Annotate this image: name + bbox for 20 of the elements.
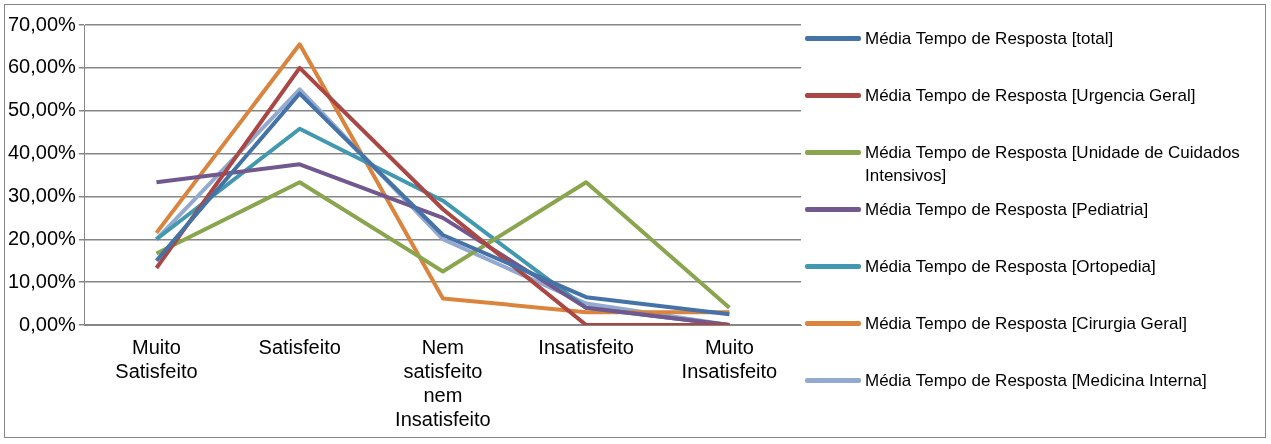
legend-label: Média Tempo de Resposta [Unidade de Cuidados Intensivos] (865, 142, 1241, 187)
x-tick-label: Satisfeito (258, 335, 341, 358)
y-tick-label: 20,00% (7, 226, 77, 249)
y-tick-label: 30,00% (7, 183, 77, 206)
legend-label: Média Tempo de Resposta [total] (865, 28, 1114, 50)
y-tick-label: 0,00% (19, 312, 77, 335)
x-tick-label: Muito Satisfeito (115, 335, 198, 382)
x-tick-label: Insatisfeito (538, 335, 634, 358)
legend-label: Média Tempo de Resposta [Medicina Interna] (865, 370, 1207, 392)
x-tick-label: Muito Insatisfeito (681, 335, 778, 382)
y-tick-label: 70,00% (7, 12, 77, 35)
x-tick-label: Nem satisfeito nem Insatisfeito (395, 335, 491, 430)
y-tick-label: 40,00% (7, 141, 77, 164)
y-tick-label: 50,00% (7, 98, 77, 121)
legend-label: Média Tempo de Resposta [Cirurgia Geral] (865, 313, 1187, 335)
legend-label: Média Tempo de Resposta [Pediatria] (865, 199, 1149, 221)
legend-label: Média Tempo de Resposta [Urgencia Geral] (865, 85, 1196, 107)
y-tick-label: 60,00% (7, 55, 77, 78)
y-tick-label: 10,00% (7, 269, 77, 292)
legend-label: Média Tempo de Resposta [Ortopedia] (865, 256, 1156, 278)
